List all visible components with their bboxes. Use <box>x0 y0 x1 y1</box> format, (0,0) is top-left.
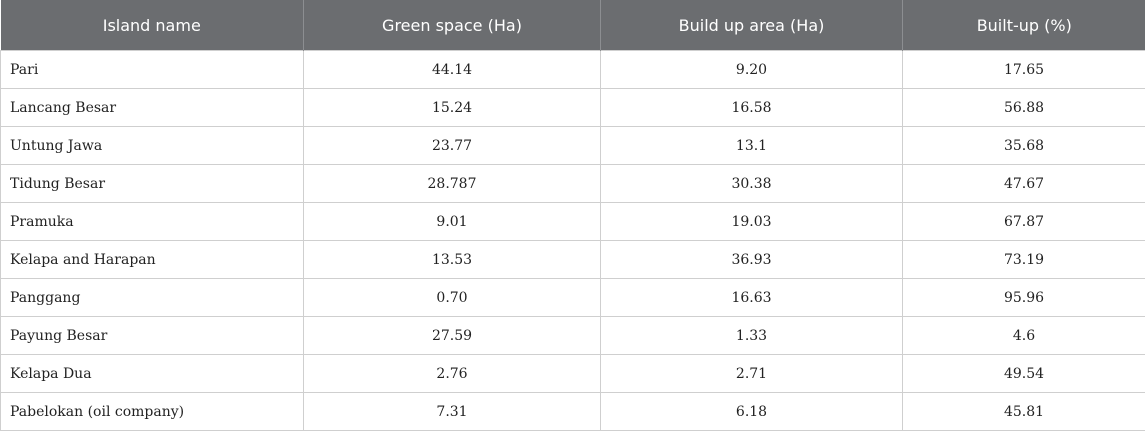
header-island-name: Island name <box>0 0 304 51</box>
cell-island-name: Panggang <box>0 278 304 317</box>
table-row: Untung Jawa 23.77 13.1 35.68 <box>0 126 1145 165</box>
cell-green-space: 44.14 <box>303 50 601 89</box>
cell-build-up-area: 30.38 <box>600 164 903 203</box>
cell-built-up-percent: 17.65 <box>902 50 1145 89</box>
cell-build-up-area: 2.71 <box>600 354 903 393</box>
cell-build-up-area: 36.93 <box>600 240 903 279</box>
cell-built-up-percent: 35.68 <box>902 126 1145 165</box>
table-body: Pari 44.14 9.20 17.65 Lancang Besar 15.2… <box>0 50 1145 431</box>
cell-island-name: Kelapa Dua <box>0 354 304 393</box>
cell-island-name: Pramuka <box>0 202 304 241</box>
cell-build-up-area: 16.63 <box>600 278 903 317</box>
cell-island-name: Lancang Besar <box>0 88 304 127</box>
cell-green-space: 15.24 <box>303 88 601 127</box>
table-row: Tidung Besar 28.787 30.38 47.67 <box>0 164 1145 203</box>
cell-green-space: 13.53 <box>303 240 601 279</box>
table-row: Pramuka 9.01 19.03 67.87 <box>0 202 1145 241</box>
header-built-up-percent: Built-up (%) <box>902 0 1145 51</box>
table-row: Panggang 0.70 16.63 95.96 <box>0 278 1145 317</box>
cell-built-up-percent: 56.88 <box>902 88 1145 127</box>
header-build-up-area: Build up area (Ha) <box>600 0 903 51</box>
table-row: Pabelokan (oil company) 7.31 6.18 45.81 <box>0 392 1145 431</box>
cell-built-up-percent: 4.6 <box>902 316 1145 355</box>
table-header: Island name Green space (Ha) Build up ar… <box>0 0 1145 51</box>
cell-island-name: Payung Besar <box>0 316 304 355</box>
cell-green-space: 2.76 <box>303 354 601 393</box>
table-row: Kelapa Dua 2.76 2.71 49.54 <box>0 354 1145 393</box>
cell-build-up-area: 9.20 <box>600 50 903 89</box>
header-row: Island name Green space (Ha) Build up ar… <box>0 0 1145 51</box>
cell-island-name: Kelapa and Harapan <box>0 240 304 279</box>
header-green-space: Green space (Ha) <box>303 0 601 51</box>
cell-island-name: Tidung Besar <box>0 164 304 203</box>
table-row: Kelapa and Harapan 13.53 36.93 73.19 <box>0 240 1145 279</box>
cell-green-space: 0.70 <box>303 278 601 317</box>
cell-island-name: Pari <box>0 50 304 89</box>
table-row: Pari 44.14 9.20 17.65 <box>0 50 1145 89</box>
cell-green-space: 28.787 <box>303 164 601 203</box>
cell-build-up-area: 6.18 <box>600 392 903 431</box>
cell-green-space: 7.31 <box>303 392 601 431</box>
cell-green-space: 23.77 <box>303 126 601 165</box>
cell-built-up-percent: 45.81 <box>902 392 1145 431</box>
cell-built-up-percent: 73.19 <box>902 240 1145 279</box>
cell-built-up-percent: 67.87 <box>902 202 1145 241</box>
cell-build-up-area: 1.33 <box>600 316 903 355</box>
cell-built-up-percent: 47.67 <box>902 164 1145 203</box>
cell-green-space: 27.59 <box>303 316 601 355</box>
table-row: Payung Besar 27.59 1.33 4.6 <box>0 316 1145 355</box>
cell-built-up-percent: 95.96 <box>902 278 1145 317</box>
cell-build-up-area: 16.58 <box>600 88 903 127</box>
cell-built-up-percent: 49.54 <box>902 354 1145 393</box>
cell-island-name: Untung Jawa <box>0 126 304 165</box>
cell-build-up-area: 19.03 <box>600 202 903 241</box>
cell-build-up-area: 13.1 <box>600 126 903 165</box>
cell-island-name: Pabelokan (oil company) <box>0 392 304 431</box>
table-row: Lancang Besar 15.24 16.58 56.88 <box>0 88 1145 127</box>
cell-green-space: 9.01 <box>303 202 601 241</box>
